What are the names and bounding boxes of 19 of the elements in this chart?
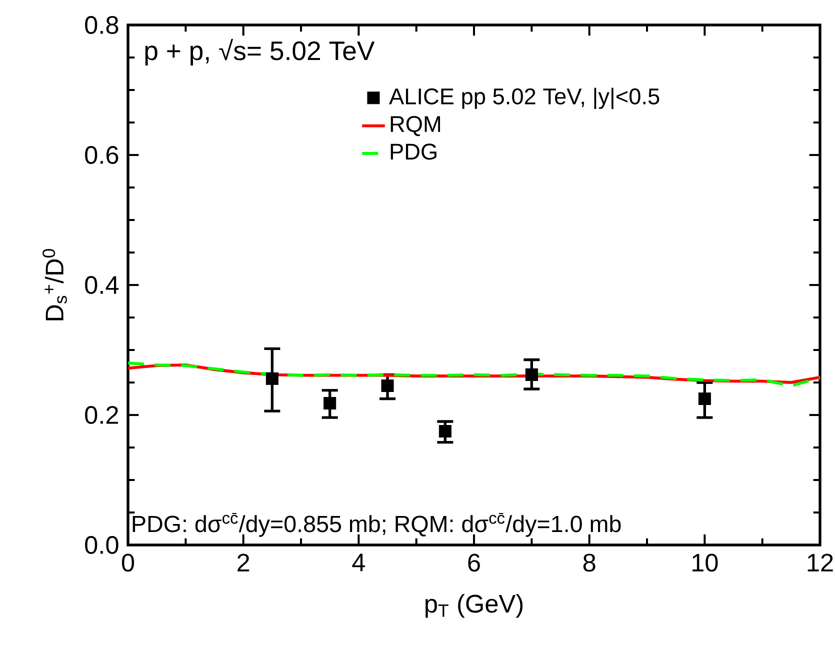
text: p + p, √s= 5.02 TeV [145, 38, 375, 66]
x-tick-label: 12 [808, 554, 833, 572]
x-tick-label: 0 [122, 554, 134, 572]
x-tick-label: 4 [352, 554, 365, 572]
y-tick-label: 0.6 [85, 146, 118, 164]
x-tick-label: 10 [692, 554, 718, 572]
x-axis-title: p$_{T}$ (GeV) [426, 594, 523, 618]
y-tick-label: 0.2 [85, 406, 118, 424]
y-axis-title: D$_{s}$$^{+}$/D$^{0}$ [42, 249, 67, 320]
legend-label: PDG [390, 144, 436, 160]
legend-label: ALICE pp 5.02 TeV, |y|<0.5 [389, 88, 660, 110]
y-tick-label: 0.8 [85, 16, 118, 34]
annotation: PDG: dσ$^{cc̄}$/dy=0.855 mb; RQM: dσ$^{cc̄}$/dy=1.0 mb [132, 513, 621, 537]
x-tick-label: 6 [468, 554, 480, 572]
x-tick-label: 8 [583, 554, 596, 572]
legend-label: RQM [390, 116, 440, 136]
y-tick-label: 0.0 [85, 536, 118, 554]
x-tick-label: 2 [238, 554, 250, 572]
y-tick-label: 0.4 [85, 276, 119, 294]
